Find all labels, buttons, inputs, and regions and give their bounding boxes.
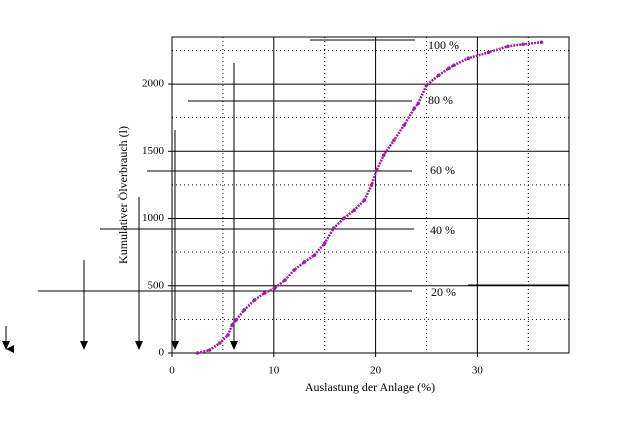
- arrow-heads: [2, 341, 238, 350]
- data-point: [302, 260, 307, 264]
- x-tick-label: 30: [472, 365, 484, 377]
- data-point: [207, 348, 212, 352]
- data-point: [342, 216, 346, 220]
- data-point: [506, 44, 510, 49]
- data-point: [262, 291, 267, 295]
- annotation: 60 %: [430, 163, 455, 177]
- data-point: [195, 351, 200, 355]
- data-point: [436, 73, 441, 78]
- y-tick-label: 2000: [142, 78, 165, 90]
- data-point: [283, 278, 287, 282]
- data-point: [226, 333, 230, 337]
- x-tick-label: 0: [169, 365, 175, 377]
- data-point: [230, 323, 234, 327]
- data-point: [322, 241, 327, 245]
- data-point: [452, 63, 456, 68]
- y-tick-label: 1000: [142, 212, 165, 224]
- data-point: [292, 268, 296, 272]
- x-axis-label: Auslastung der Anlage (%): [305, 380, 435, 394]
- annotation: 20 %: [431, 285, 456, 299]
- data-point: [412, 106, 417, 111]
- data-point: [218, 341, 222, 345]
- data-point: [392, 138, 396, 143]
- y-tick-label: 1500: [142, 145, 165, 157]
- annotation: 40 %: [430, 223, 455, 237]
- x-tick-label: 20: [370, 365, 382, 377]
- data-point: [234, 318, 238, 322]
- data-point: [374, 168, 379, 172]
- annotation: 80 %: [428, 93, 453, 107]
- data-point: [352, 208, 357, 212]
- data-point: [539, 40, 544, 45]
- data-line: [197, 41, 542, 355]
- data-point: [424, 83, 429, 88]
- x-tick-label: 10: [268, 365, 280, 377]
- data-point: [447, 66, 451, 71]
- data-point: [242, 308, 247, 312]
- data-point: [369, 183, 374, 187]
- decorations: [2, 39, 568, 353]
- data-point: [486, 50, 491, 55]
- data-point: [362, 198, 367, 202]
- data-point: [402, 123, 406, 128]
- data-point: [273, 286, 277, 290]
- data-point: [312, 253, 317, 257]
- plot-frame: [171, 36, 570, 354]
- y-tick-label: 500: [148, 279, 165, 291]
- data-point: [332, 226, 336, 230]
- data-point: [466, 56, 471, 61]
- annotation: 100 %: [428, 38, 459, 52]
- y-axis-label: Kumulativer Ölverbrauch (l): [116, 126, 130, 264]
- data-point: [521, 42, 525, 47]
- data-point: [252, 298, 257, 302]
- data-point: [381, 153, 386, 157]
- y-tick-label: 0: [159, 347, 165, 359]
- data-point: [416, 101, 421, 106]
